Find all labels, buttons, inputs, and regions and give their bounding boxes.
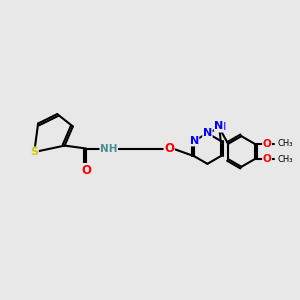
Text: S: S [30, 147, 38, 157]
Text: N: N [203, 128, 212, 138]
Text: O: O [262, 139, 272, 149]
Text: O: O [262, 154, 272, 164]
Text: N: N [217, 122, 226, 132]
Text: N: N [190, 136, 199, 146]
Text: NH: NH [100, 143, 118, 154]
Text: CH₃: CH₃ [277, 139, 293, 148]
Text: N: N [214, 121, 224, 130]
Text: CH₃: CH₃ [277, 154, 293, 164]
Text: O: O [164, 142, 174, 155]
Text: O: O [81, 164, 91, 176]
